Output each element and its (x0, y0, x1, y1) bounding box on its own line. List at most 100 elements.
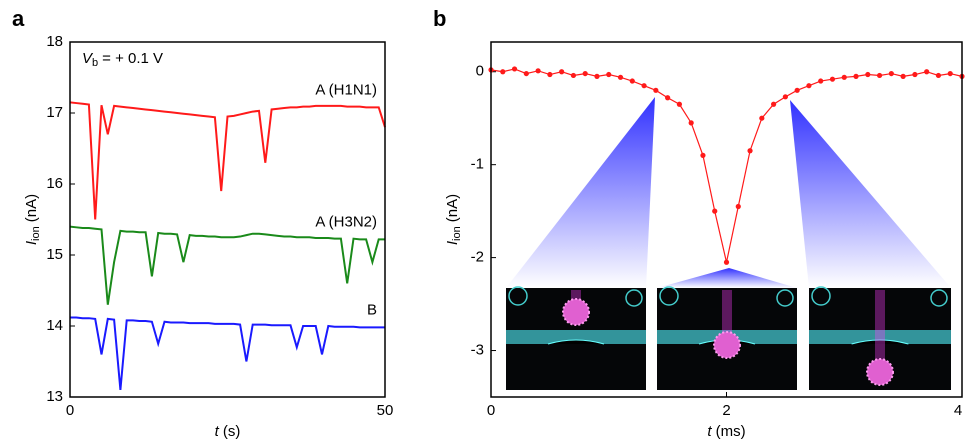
y-tick-label: 16 (46, 175, 63, 192)
bead (776, 289, 794, 307)
y-label-var: I (23, 241, 40, 245)
point (500, 69, 506, 75)
point (935, 72, 942, 79)
point (570, 72, 577, 79)
membrane (809, 330, 951, 344)
point (735, 203, 741, 210)
trace (69, 225, 385, 305)
pore (851, 339, 909, 345)
point (535, 68, 541, 74)
point (511, 66, 518, 72)
bead (625, 289, 643, 307)
y-tick-label: -3 (471, 342, 484, 359)
series-label: A (H1N1) (315, 81, 377, 98)
x-tick-label: 50 (377, 402, 394, 419)
x-tick-label: 0 (487, 402, 495, 419)
y-axis-label: Iion (nA) (23, 194, 42, 245)
virus (562, 298, 590, 326)
y-tick-label: 18 (46, 33, 63, 50)
series-label: A (H3N2) (315, 213, 377, 230)
point (723, 259, 730, 265)
point (912, 71, 918, 78)
bead (659, 286, 679, 306)
point (559, 69, 565, 75)
annotation-var: V (82, 50, 94, 67)
point (865, 71, 871, 78)
x-label-unit: (s) (223, 423, 241, 440)
y-label-unit: (nA) (444, 194, 461, 222)
y-axis-label: Iion (nA) (444, 194, 463, 245)
x-axis-label: t (s) (215, 423, 241, 440)
zoom-cone (790, 100, 951, 288)
point (582, 70, 588, 77)
x-tick-label: 4 (954, 402, 962, 419)
pore (547, 339, 605, 345)
point (876, 72, 883, 79)
series-label: B (367, 301, 377, 318)
point (888, 70, 894, 77)
annotation-sub: b (92, 57, 98, 69)
point (688, 120, 694, 126)
y-tick-label: 0 (476, 63, 484, 80)
point (641, 83, 647, 89)
point (747, 148, 753, 154)
y-tick-label: 13 (46, 388, 63, 405)
plot-frame (490, 41, 963, 398)
panel-label: a (12, 6, 25, 31)
point (853, 73, 859, 79)
y-label-var: I (444, 241, 461, 245)
trail (722, 290, 732, 345)
y-label-unit: (nA) (23, 194, 40, 222)
point (900, 73, 906, 79)
y-tick-label: 15 (46, 246, 63, 263)
bead (508, 286, 528, 306)
zoom-cone (657, 268, 797, 288)
point (629, 78, 635, 84)
x-label-unit: (ms) (716, 423, 746, 440)
virus (866, 358, 894, 386)
point (794, 87, 800, 93)
x-label-var: t (707, 423, 712, 440)
point (665, 95, 671, 101)
membrane (506, 330, 646, 344)
x-axis-label: t (ms) (707, 423, 745, 440)
point (924, 69, 930, 75)
bead (930, 289, 948, 307)
point (606, 71, 612, 78)
point (523, 70, 529, 77)
point (782, 94, 788, 100)
point (547, 71, 553, 78)
y-tick-label: 17 (46, 104, 63, 121)
annotation: Vb = + 0.1 V (82, 50, 163, 69)
point (712, 208, 718, 214)
point (806, 83, 812, 89)
x-label-var: t (215, 423, 220, 440)
point (841, 74, 847, 80)
y-tick-label: -1 (471, 156, 484, 173)
point (700, 152, 706, 158)
annotation-text: = + 0.1 V (102, 50, 163, 67)
zoom-cone (506, 97, 655, 288)
plot-frame (69, 41, 386, 398)
panel-label: b (433, 6, 446, 31)
point (653, 87, 659, 93)
x-tick-label: 2 (722, 402, 730, 419)
point (594, 73, 600, 79)
point (947, 70, 953, 77)
y-tick-label: 14 (46, 317, 63, 334)
trace (70, 316, 385, 390)
y-label-sub: ion (451, 226, 463, 241)
point (818, 78, 824, 84)
bead (811, 286, 831, 306)
point (676, 101, 683, 107)
y-tick-label: -2 (471, 249, 484, 266)
x-tick-label: 0 (66, 402, 74, 419)
point (617, 74, 624, 80)
point (771, 101, 777, 107)
virus (713, 331, 741, 359)
trace (69, 101, 386, 220)
point (829, 76, 836, 82)
trail (875, 290, 885, 372)
point (759, 115, 765, 121)
